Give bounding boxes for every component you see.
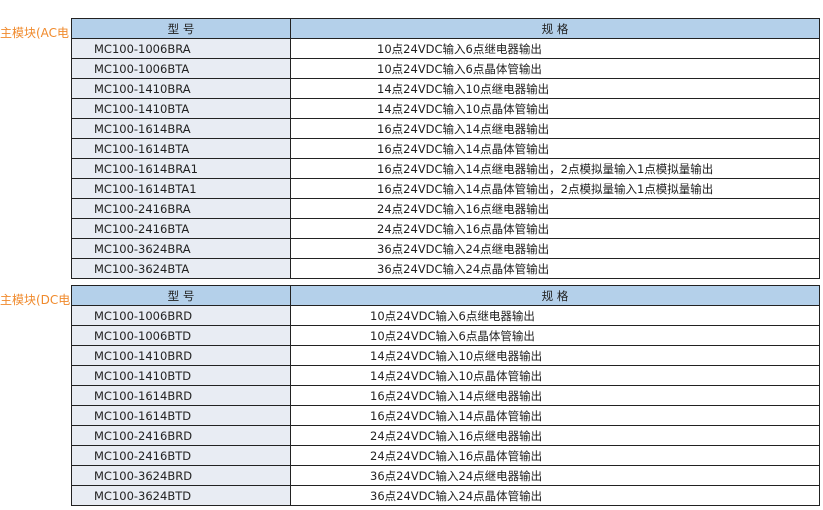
table-row: MC100-1006BTA 10点24VDC输入6点晶体管输出	[71, 58, 820, 79]
table-row: MC100-3624BTD 36点24VDC输入24点晶体管输出	[71, 485, 820, 506]
table-row: MC100-1614BTD 16点24VDC输入14点晶体管输出	[71, 405, 820, 426]
table-row: MC100-2416BTD 24点24VDC输入16点晶体管输出	[71, 445, 820, 466]
model-cell: MC100-3624BRA	[71, 238, 291, 259]
model-cell: MC100-1006BTA	[71, 58, 291, 79]
table-row: MC100-3624BRA 36点24VDC输入24点继电器输出	[71, 238, 820, 259]
spec-cell: 16点24VDC输入14点继电器输出，2点模拟量输入1点模拟量输出	[290, 158, 820, 179]
table-row: MC100-2416BRA 24点24VDC输入16点继电器输出	[71, 198, 820, 219]
spec-cell: 10点24VDC输入6点继电器输出	[290, 305, 820, 326]
spec-cell: 16点24VDC输入14点晶体管输出	[290, 138, 820, 159]
spec-cell: 14点24VDC输入10点晶体管输出	[290, 365, 820, 386]
spec-cell: 10点24VDC输入6点晶体管输出	[290, 325, 820, 346]
spec-cell: 24点24VDC输入16点继电器输出	[290, 198, 820, 219]
model-cell: MC100-1006BRD	[71, 305, 291, 326]
table-row: MC100-2416BRD 24点24VDC输入16点继电器输出	[71, 425, 820, 446]
table-row: MC100-1006BRA 10点24VDC输入6点继电器输出	[71, 38, 820, 59]
table-row: MC100-3624BRD 36点24VDC输入24点继电器输出	[71, 465, 820, 486]
spec-cell: 16点24VDC输入14点晶体管输出	[290, 405, 820, 426]
table-row: MC100-1614BRA1 16点24VDC输入14点继电器输出，2点模拟量输入…	[71, 158, 820, 179]
model-cell: MC100-1614BTD	[71, 405, 291, 426]
section-label-dc: 主模块(DC电	[0, 293, 71, 307]
spec-cell: 16点24VDC输入14点继电器输出	[290, 385, 820, 406]
model-cell: MC100-1614BTA1	[71, 178, 291, 199]
model-cell: MC100-1006BTD	[71, 325, 291, 346]
section-label-ac: 主模块(AC电	[0, 26, 70, 40]
spec-cell: 24点24VDC输入16点晶体管输出	[290, 445, 820, 466]
model-cell: MC100-3624BTA	[71, 258, 291, 279]
spec-cell: 16点24VDC输入14点晶体管输出，2点模拟量输入1点模拟量输出	[290, 178, 820, 199]
spec-cell: 24点24VDC输入16点晶体管输出	[290, 218, 820, 239]
model-cell: MC100-1410BRA	[71, 78, 291, 99]
model-cell: MC100-1006BRA	[71, 38, 291, 59]
model-cell: MC100-1614BRA1	[71, 158, 291, 179]
spec-cell: 16点24VDC输入14点继电器输出	[290, 118, 820, 139]
model-cell: MC100-2416BTD	[71, 445, 291, 466]
model-cell: MC100-3624BTD	[71, 485, 291, 506]
table-row: MC100-1614BTA1 16点24VDC输入14点晶体管输出，2点模拟量输入…	[71, 178, 820, 199]
table-row: MC100-1006BRD 10点24VDC输入6点继电器输出	[71, 305, 820, 326]
header-model: 型 号	[71, 285, 291, 306]
spec-cell: 36点24VDC输入24点晶体管输出	[290, 258, 820, 279]
model-cell: MC100-1614BRD	[71, 385, 291, 406]
spec-cell: 14点24VDC输入10点晶体管输出	[290, 98, 820, 119]
table-row: MC100-1006BTD 10点24VDC输入6点晶体管输出	[71, 325, 820, 346]
model-cell: MC100-3624BRD	[71, 465, 291, 486]
ac-module-table: 型 号 规 格 MC100-1006BRA 10点24VDC输入6点继电器输出 MC…	[71, 18, 820, 279]
model-cell: MC100-2416BTA	[71, 218, 291, 239]
dc-module-table: 型 号 规 格 MC100-1006BRD 10点24VDC输入6点继电器输出 MC…	[71, 285, 820, 506]
header-model: 型 号	[71, 18, 291, 39]
model-cell: MC100-1410BTA	[71, 98, 291, 119]
table-row: MC100-1410BTD 14点24VDC输入10点晶体管输出	[71, 365, 820, 386]
spec-cell: 10点24VDC输入6点继电器输出	[290, 38, 820, 59]
header-spec: 规 格	[290, 285, 820, 306]
table-row: MC100-2416BTA 24点24VDC输入16点晶体管输出	[71, 218, 820, 239]
model-cell: MC100-1410BTD	[71, 365, 291, 386]
spec-cell: 14点24VDC输入10点继电器输出	[290, 345, 820, 366]
model-cell: MC100-1614BTA	[71, 138, 291, 159]
table-row: MC100-3624BTA 36点24VDC输入24点晶体管输出	[71, 258, 820, 279]
model-cell: MC100-1410BRD	[71, 345, 291, 366]
model-cell: MC100-2416BRA	[71, 198, 291, 219]
model-cell: MC100-2416BRD	[71, 425, 291, 446]
table-row: MC100-1410BTA 14点24VDC输入10点晶体管输出	[71, 98, 820, 119]
spec-cell: 36点24VDC输入24点继电器输出	[290, 238, 820, 259]
spec-cell: 36点24VDC输入24点继电器输出	[290, 465, 820, 486]
model-cell: MC100-1614BRA	[71, 118, 291, 139]
spec-cell: 14点24VDC输入10点继电器输出	[290, 78, 820, 99]
spec-cell: 36点24VDC输入24点晶体管输出	[290, 485, 820, 506]
table-row: MC100-1614BRD 16点24VDC输入14点继电器输出	[71, 385, 820, 406]
table-row: MC100-1614BTA 16点24VDC输入14点晶体管输出	[71, 138, 820, 159]
table-row: MC100-1614BRA 16点24VDC输入14点继电器输出	[71, 118, 820, 139]
header-spec: 规 格	[290, 18, 820, 39]
spec-cell: 10点24VDC输入6点晶体管输出	[290, 58, 820, 79]
table-row: MC100-1410BRA 14点24VDC输入10点继电器输出	[71, 78, 820, 99]
table-row: MC100-1410BRD 14点24VDC输入10点继电器输出	[71, 345, 820, 366]
spec-cell: 24点24VDC输入16点继电器输出	[290, 425, 820, 446]
